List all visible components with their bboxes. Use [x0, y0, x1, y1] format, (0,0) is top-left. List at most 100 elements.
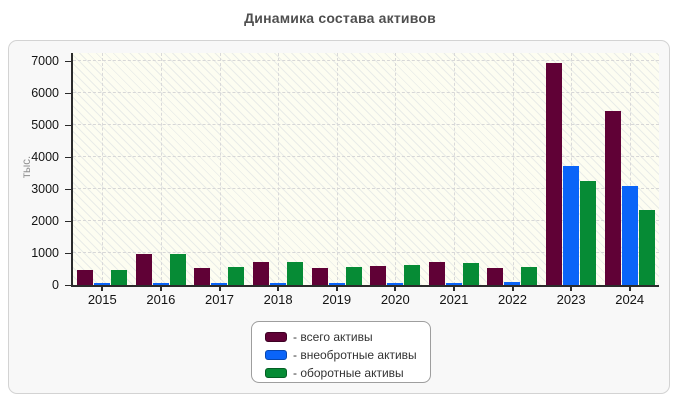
legend-item-noncurrent-assets: - внеобротные активы [265, 348, 430, 362]
x-tick-label: 2017 [205, 292, 234, 307]
plot-area [71, 53, 659, 287]
y-tick-mark [65, 253, 71, 254]
bar-внеобротные-активы-2015 [94, 282, 111, 285]
horizontal-gridline [73, 124, 659, 125]
x-tick-mark [335, 287, 338, 291]
x-tick-mark [570, 287, 573, 291]
bar-всего-активы-2016 [135, 253, 152, 285]
bar-оборотные-активы-2023 [580, 181, 597, 285]
bar-group-2022 [483, 53, 542, 285]
bar-всего-активы-2017 [194, 267, 211, 285]
bar-group-2019 [307, 53, 366, 285]
y-tick-label: 6000 [31, 86, 59, 100]
bar-оборотные-активы-2022 [521, 267, 538, 285]
bar-group-2017 [190, 53, 249, 285]
x-tick-mark [218, 287, 221, 291]
bar-всего-активы-2019 [311, 267, 328, 285]
bar-внеобротные-активы-2024 [621, 185, 638, 285]
legend-label: - всего активы [293, 330, 373, 344]
y-tick-mark [65, 285, 71, 286]
vertical-gridline [336, 53, 338, 285]
bar-внеобротные-активы-2023 [563, 165, 580, 285]
vertical-gridline [629, 53, 631, 285]
x-tick-mark [452, 287, 455, 291]
x-tick-label: 2024 [615, 292, 645, 307]
x-tick-label: 2019 [322, 292, 352, 307]
x-tick-mark [277, 287, 280, 291]
bar-внеобротные-активы-2021 [445, 282, 462, 285]
bar-всего-активы-2024 [604, 110, 621, 285]
bar-оборотные-активы-2019 [345, 266, 362, 285]
vertical-gridline [278, 53, 280, 285]
chart-panel: тыс. 0 1000 2000 3000 4000 5000 6000 7000 2015 2… [8, 40, 670, 394]
vertical-gridline [512, 53, 514, 285]
legend-label: - внеобротные активы [293, 348, 417, 362]
y-tick-mark [65, 125, 71, 126]
legend: - всего активы - внеобротные активы - об… [251, 321, 431, 383]
bar-оборотные-активы-2015 [111, 270, 128, 285]
bar-внеобротные-активы-2016 [152, 282, 169, 285]
bar-всего-активы-2022 [487, 267, 504, 285]
bar-group-2024 [600, 53, 659, 285]
y-tick-label: 1000 [31, 246, 59, 260]
x-tick-mark [101, 287, 104, 291]
y-tick-label: 5000 [31, 118, 59, 132]
y-tick-label: 0 [52, 278, 59, 292]
vertical-gridline [160, 53, 162, 285]
bar-group-2016 [132, 53, 191, 285]
bar-оборотные-активы-2016 [169, 253, 186, 285]
bar-всего-активы-2021 [428, 262, 445, 285]
y-tick-mark [65, 157, 71, 158]
bar-внеобротные-активы-2019 [328, 282, 345, 285]
y-tick-mark [65, 61, 71, 62]
y-tick-mark [65, 221, 71, 222]
legend-item-current-assets: - оборотные активы [265, 366, 430, 380]
bar-внеобротные-активы-2018 [270, 282, 287, 285]
horizontal-gridline [73, 92, 659, 93]
vertical-gridline [102, 53, 104, 285]
vertical-gridline [219, 53, 221, 285]
y-tick-label: 4000 [31, 150, 59, 164]
horizontal-gridline [73, 156, 659, 157]
x-tick-mark [159, 287, 162, 291]
bar-group-2015 [73, 53, 132, 285]
vertical-gridline [453, 53, 455, 285]
horizontal-gridline [73, 252, 659, 253]
x-tick-label: 2015 [87, 292, 117, 307]
legend-swatch-noncurrent-assets [265, 350, 287, 360]
bar-group-2021 [425, 53, 484, 285]
x-tick-mark [394, 287, 397, 291]
bar-всего-активы-2015 [77, 269, 94, 285]
x-tick-mark [628, 287, 631, 291]
bar-оборотные-активы-2021 [462, 262, 479, 285]
legend-item-total-assets: - всего активы [265, 330, 430, 344]
x-tick-mark [511, 287, 514, 291]
y-tick-mark [65, 93, 71, 94]
chart-title: Динамика состава активов [244, 10, 436, 26]
x-tick-label: 2023 [556, 292, 586, 307]
x-tick-label: 2020 [380, 292, 410, 307]
bar-оборотные-активы-2018 [287, 261, 304, 285]
bar-оборотные-активы-2024 [638, 210, 655, 285]
y-tick-mark [65, 189, 71, 190]
bar-всего-активы-2023 [546, 62, 563, 285]
y-tick-label: 2000 [31, 214, 59, 228]
x-tick-label: 2022 [498, 292, 527, 307]
bar-group-2023 [542, 53, 601, 285]
horizontal-gridline [73, 220, 659, 221]
bar-внеобротные-активы-2020 [387, 282, 404, 285]
bar-оборотные-активы-2020 [404, 264, 421, 285]
bar-всего-активы-2018 [253, 262, 270, 285]
bar-оборотные-активы-2017 [228, 267, 245, 285]
bar-внеобротные-активы-2017 [211, 282, 228, 285]
horizontal-gridline [73, 60, 659, 61]
vertical-gridline [395, 53, 397, 285]
y-tick-label: 3000 [31, 182, 59, 196]
bar-внеобротные-активы-2022 [504, 282, 521, 285]
horizontal-gridline [73, 188, 659, 189]
x-tick-label: 2021 [439, 292, 469, 307]
bar-group-2020 [366, 53, 425, 285]
bar-group-2018 [249, 53, 308, 285]
legend-label: - оборотные активы [293, 366, 404, 380]
x-tick-label: 2016 [146, 292, 176, 307]
